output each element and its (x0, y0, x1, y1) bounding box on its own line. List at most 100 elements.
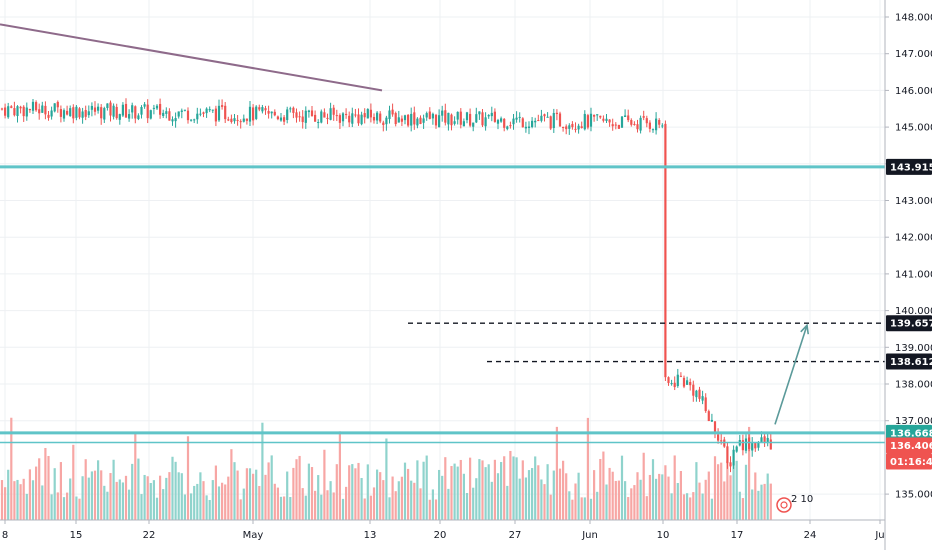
candle-body (159, 103, 162, 115)
price-tag-label: 136.668 (890, 428, 932, 439)
volume-bar (382, 480, 385, 520)
volume-bar (137, 458, 140, 520)
candle-body (177, 111, 180, 117)
candle-body (763, 436, 766, 444)
candle-body (543, 114, 546, 117)
volume-bar (354, 468, 357, 520)
drawn-lines[interactable] (0, 23, 885, 444)
volume-bar (134, 433, 137, 520)
volume-bar (469, 457, 472, 520)
candle-body (735, 446, 738, 452)
volume-bar (227, 476, 230, 520)
volume-bar (655, 478, 658, 520)
candle-body (348, 115, 351, 123)
candle-body (589, 113, 593, 127)
candle-body (403, 115, 407, 121)
volume-bar (679, 470, 682, 520)
candle-body (422, 118, 425, 123)
candle-body (444, 110, 447, 123)
candle-body (484, 117, 487, 127)
volume-bar (221, 482, 224, 520)
candle-body (751, 443, 754, 451)
volume-bar (62, 497, 66, 520)
volume-bar (515, 457, 518, 520)
candle-body (472, 122, 475, 127)
volume-bar (565, 473, 568, 520)
volume-bar (7, 469, 10, 520)
price-tick-label: 145.000 (895, 123, 932, 134)
volume-bar (484, 467, 487, 520)
volume-bar (658, 473, 661, 520)
candle-body (524, 126, 527, 129)
candle-body (509, 125, 512, 127)
candle-body (682, 377, 686, 387)
candle-body (59, 109, 62, 117)
candle-body (469, 113, 472, 126)
candle-body (143, 104, 146, 107)
volume-bar (611, 471, 614, 520)
volume-bar (75, 496, 78, 520)
volume-bar (695, 462, 698, 520)
volume-bar (596, 491, 599, 520)
price-tag-label: 136.406 (890, 441, 932, 452)
volume-bar (667, 476, 670, 520)
time-tick-label: May (243, 530, 264, 541)
candle-body (503, 118, 506, 128)
candle-body (4, 107, 7, 116)
volume-bar (475, 478, 478, 520)
volume-bar (490, 481, 493, 520)
candle-body (81, 111, 84, 118)
candle-body (137, 115, 140, 120)
candle-body (16, 106, 19, 117)
volume-bar (648, 474, 651, 520)
candle-body (286, 109, 289, 121)
candle-body (639, 117, 642, 131)
candle-body (363, 113, 366, 118)
candle-body (341, 113, 345, 122)
time-tick-label: 10 (657, 530, 670, 541)
time-axis[interactable]: 8 15 22 May 13 20 27 Jun 10 17 24 Ju (0, 519, 885, 541)
volume-bar (19, 484, 22, 520)
price-tick-label: 146.000 (895, 86, 932, 97)
candle-body (186, 110, 190, 121)
price-axis[interactable]: 148.000147.000146.000145.000144.000143.0… (884, 0, 932, 550)
candle-body (655, 118, 658, 131)
volume-bar (224, 484, 227, 520)
volume-bar (162, 489, 165, 520)
volume-bar (413, 482, 416, 520)
candle-body (53, 103, 56, 112)
candle-body (605, 118, 608, 121)
volume-bar (115, 481, 118, 520)
candle-body (84, 110, 87, 117)
time-tick-label: Jun (581, 530, 598, 541)
volume-bar (25, 493, 28, 520)
candle-body (478, 111, 481, 115)
candle-body (152, 107, 155, 109)
candle-body (10, 106, 13, 108)
volume-bar (509, 450, 512, 520)
candle-body (620, 116, 624, 128)
volume-bar (81, 476, 84, 520)
candle-body (233, 118, 236, 122)
volume-bar (165, 477, 168, 520)
candle-body (50, 110, 53, 117)
candle-body (31, 101, 35, 111)
candle-body (729, 462, 732, 467)
candle-body (577, 125, 580, 130)
candle-body (707, 411, 710, 422)
candle-body (531, 120, 534, 127)
candle-body (664, 123, 667, 378)
volume-bar (310, 467, 314, 520)
candles[interactable] (0, 98, 772, 473)
candle-body (388, 110, 391, 120)
volume-bar (69, 478, 72, 520)
candle-body (205, 108, 208, 114)
volume-bar (28, 469, 31, 520)
candle-body (162, 112, 165, 117)
time-tick-label: 17 (731, 530, 744, 541)
candle-body (109, 102, 112, 116)
volume-bar (239, 499, 242, 520)
volume-bar (44, 447, 47, 520)
